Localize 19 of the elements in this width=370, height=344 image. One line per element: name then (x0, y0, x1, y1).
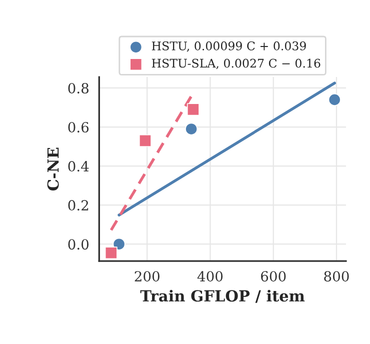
y-tick-label: 0.6 (68, 122, 89, 132)
y-tick-label: 0.0 (68, 239, 89, 250)
x-tick-label: 400 (197, 271, 223, 282)
point (185, 122, 198, 136)
legend-label: HSTU-SLA, 0.0027 C − 0.16 (152, 58, 320, 70)
y-tick-label: 0.8 (68, 82, 89, 94)
x-tick-label: 600 (261, 271, 286, 282)
point (328, 93, 341, 106)
x-axis-title: Train GFLOP / item (140, 290, 305, 303)
y-tick-label: 0.2 (68, 200, 88, 211)
point (186, 103, 200, 116)
x-tick-label: 800 (324, 271, 349, 282)
point (104, 246, 118, 260)
x-tick-label: 200 (134, 271, 160, 282)
point (112, 238, 126, 250)
legend-label: HSTU, 0.00099 C + 0.039 (152, 41, 306, 52)
y-axis-title: C-NE (47, 148, 59, 190)
point (139, 134, 152, 147)
y-tick-label: 0.4 (68, 161, 89, 172)
